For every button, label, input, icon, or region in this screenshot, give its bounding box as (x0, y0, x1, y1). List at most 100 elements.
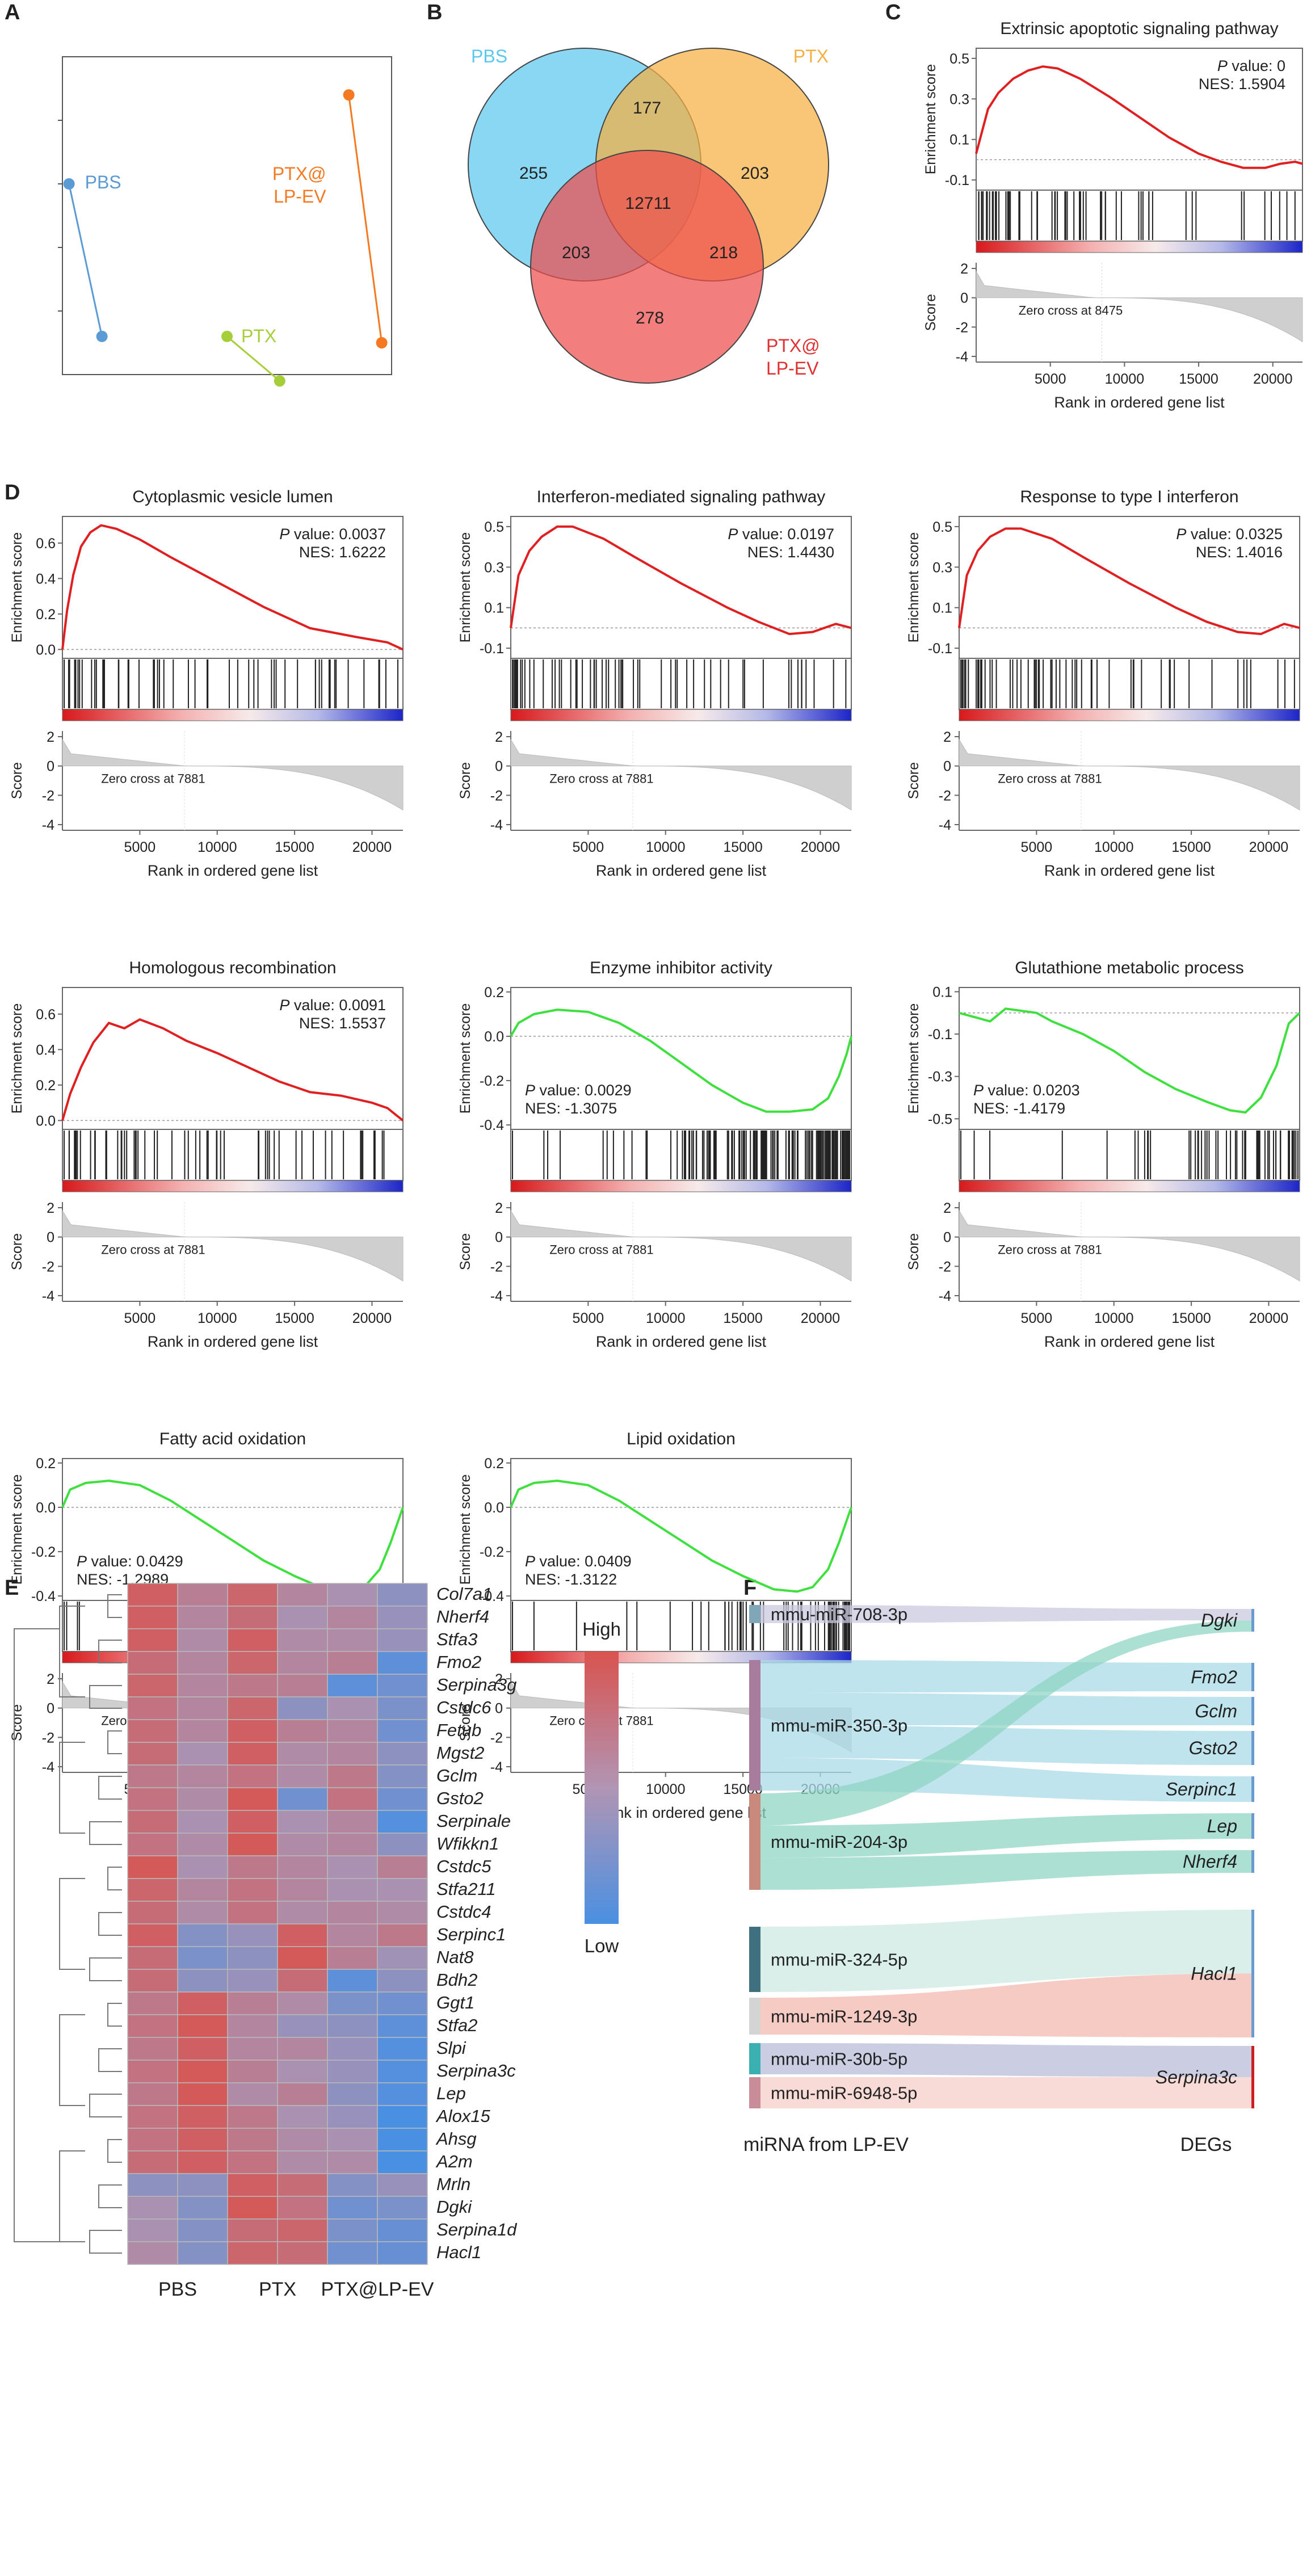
heatmap-cell (327, 2014, 378, 2038)
rank-gradient-bar (62, 709, 404, 721)
heatmap-cell (277, 1901, 328, 1924)
gsea-title: Cytoplasmic vesicle lumen (132, 488, 333, 506)
score-y-tick-label: -4 (490, 1759, 503, 1775)
heatmap-cell (377, 2037, 428, 2061)
score-axis-label: Score (906, 1233, 922, 1270)
heatmap-cell (227, 2218, 278, 2242)
score-y-tick-label: 0 (47, 1230, 54, 1246)
heatmap-gene-label: Cstdc4 (436, 1902, 491, 1922)
heatmap-cell (327, 1628, 378, 1652)
heatmap-cell (227, 1923, 278, 1947)
x-tick-label: 15000 (1179, 371, 1218, 387)
es-y-tick-label: -0.1 (480, 641, 504, 657)
sankey-target-label: Serpina3c (1155, 2067, 1237, 2087)
heatmap-cell (277, 1583, 328, 1607)
heatmap-cell (127, 1991, 178, 2015)
score-y-tick-label: 0 (47, 1701, 54, 1717)
sankey-flow (760, 1725, 1251, 1765)
heatmap-gene-label: Cstdc5 (436, 1856, 491, 1876)
es-curve (510, 525, 852, 636)
heatmap-cell (277, 1696, 328, 1720)
pca-point (274, 375, 285, 387)
heatmap-cell (277, 1719, 328, 1743)
venn-count: 12711 (625, 194, 671, 213)
es-y-tick-label: 0.0 (484, 1500, 504, 1516)
es-y-tick-label: 0.2 (36, 607, 56, 623)
dendrogram-branch (98, 1912, 122, 1936)
heatmap-cell (277, 1787, 328, 1811)
pca-connector (348, 95, 383, 343)
heatmap-cell (177, 1719, 228, 1743)
panel-label-D: D (5, 481, 20, 505)
hits-frame (62, 658, 404, 710)
heatmap-cell (227, 1810, 278, 1834)
heatmap-cell (327, 2037, 378, 2061)
heatmap-cell (227, 2150, 278, 2174)
gsea-title: Glutathione metabolic process (1015, 959, 1244, 977)
heatmap-cell (177, 2014, 228, 2038)
sankey-target-label: Hacl1 (1191, 1964, 1237, 1984)
es-y-tick-label: 0.3 (932, 560, 952, 575)
score-y-tick-label: -2 (939, 1259, 951, 1275)
x-tick-label: 10000 (646, 1310, 686, 1326)
pca-point (96, 330, 108, 342)
heatmap-cell (377, 1833, 428, 1856)
heatmap-cell (327, 1946, 378, 1970)
heatmap-cell (177, 2196, 228, 2220)
es-axis-label: Enrichment score (9, 532, 25, 643)
x-tick-label: 15000 (1171, 1310, 1211, 1326)
heatmap-cell (127, 1764, 178, 1788)
score-area (62, 738, 404, 811)
dendrogram-branch (89, 2230, 122, 2254)
score-y-tick-label: 2 (495, 1200, 503, 1216)
sankey-flow (760, 1973, 1251, 2037)
es-y-tick-label: -0.2 (480, 1073, 504, 1089)
es-curve (61, 524, 404, 651)
heatmap-cell (327, 2241, 378, 2265)
heatmap-cell (377, 1651, 428, 1675)
heatmap-cell (127, 1628, 178, 1652)
heatmap-cell (327, 2173, 378, 2197)
heatmap-cell (177, 1923, 228, 1947)
dendrogram-branch (59, 1606, 85, 1697)
heatmap-cell (227, 1719, 278, 1743)
x-tick-label: 15000 (723, 839, 763, 855)
es-y-tick-label: 0.1 (932, 600, 952, 616)
heatmap-cell (277, 1674, 328, 1697)
pvalue-annotation: P value: 0.0037 (279, 526, 386, 543)
heatmap-cell (127, 1969, 178, 1993)
heatmap-cell (127, 2014, 178, 2038)
panel-label-C: C (885, 1, 901, 24)
heatmap-cell (177, 2060, 228, 2083)
score-y-tick-label: 2 (960, 261, 968, 277)
rank-gradient-bar (959, 1180, 1300, 1192)
sankey-target-label: Serpinc1 (1166, 1779, 1237, 1800)
heatmap-cell (377, 1628, 428, 1652)
heatmap-cell (177, 2037, 228, 2061)
heatmap-cell (277, 2128, 328, 2151)
nes-annotation: NES: 1.4430 (747, 544, 834, 561)
es-y-tick-label: -0.2 (31, 1544, 56, 1560)
x-tick-label: 15000 (275, 1310, 314, 1326)
sankey-target-label: Lep (1207, 1816, 1237, 1837)
es-y-tick-label: 0.2 (484, 985, 504, 1001)
es-y-tick-label: 0.3 (484, 560, 504, 575)
dendrogram-branch (98, 2184, 122, 2208)
es-y-tick-label: 0.0 (36, 1113, 56, 1129)
heatmap-gene-label: Bdh2 (436, 1970, 477, 1990)
heatmap-cell (277, 2150, 328, 2174)
score-axis-label: Score (457, 1704, 473, 1741)
heatmap-cell (177, 1606, 228, 1629)
heatmap-cell (277, 2014, 328, 2038)
pca-point (221, 330, 233, 342)
sankey-flow (760, 1850, 1251, 1890)
es-y-tick-label: 0.4 (36, 1042, 56, 1058)
score-area (959, 1209, 1300, 1282)
heatmap-cell (227, 1833, 278, 1856)
sankey-source-node (749, 2043, 760, 2074)
gsea-title: Extrinsic apoptotic signaling pathway (1000, 19, 1278, 38)
heatmap-cell (377, 2082, 428, 2106)
heatmap-gene-label: Mgst2 (436, 1743, 484, 1763)
es-axis-label: Enrichment score (923, 64, 939, 175)
nes-annotation: NES: -1.3075 (525, 1100, 617, 1117)
